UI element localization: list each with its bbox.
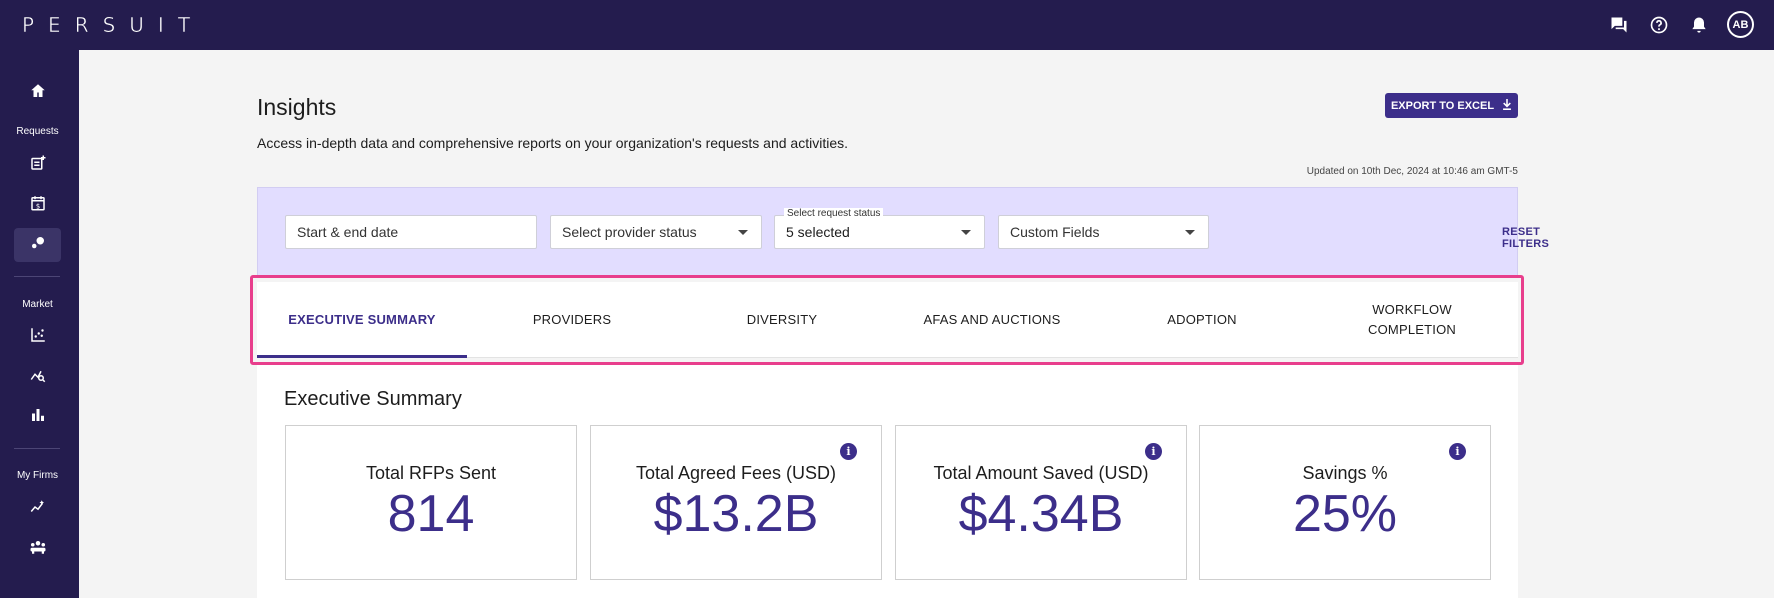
metric-label: Total Agreed Fees (USD): [635, 463, 837, 483]
top-bar-icons: AB: [1607, 11, 1754, 38]
sidebar-item-firms-trends[interactable]: [14, 492, 61, 526]
chevron-down-icon: [738, 230, 748, 235]
trend-sparkle-icon: [29, 498, 47, 521]
metric-value: $13.2B: [653, 485, 819, 543]
sidebar: Requests $ Market My Firms: [0, 50, 79, 598]
svg-text:$: $: [35, 202, 39, 210]
sidebar-section-requests: Requests: [16, 126, 59, 137]
page-description: Access in-depth data and comprehensive r…: [257, 135, 849, 151]
tab-executive-summary[interactable]: EXECUTIVE SUMMARY: [257, 282, 467, 358]
metric-value: 25%: [1292, 485, 1398, 543]
sidebar-item-new-request[interactable]: [14, 148, 61, 182]
sidebar-item-firms-group[interactable]: [14, 532, 61, 566]
custom-fields-placeholder: Custom Fields: [1010, 224, 1100, 240]
metric-label: Total Amount Saved (USD): [933, 463, 1149, 483]
request-status-label: Select request status: [784, 208, 884, 219]
firms-group-icon: [28, 538, 48, 561]
export-label: EXPORT TO EXCEL: [1390, 99, 1495, 112]
market-search-icon: [29, 366, 47, 389]
bell-icon[interactable]: [1687, 13, 1711, 37]
request-status-select[interactable]: Select request status 5 selected: [774, 208, 985, 249]
scatter-chart-icon: [29, 326, 47, 349]
date-range-field[interactable]: Start & end date: [285, 215, 537, 249]
sidebar-item-market-search[interactable]: [14, 360, 61, 394]
metric-label: Savings %: [1302, 463, 1388, 483]
insights-icon: [29, 234, 47, 257]
tab-providers[interactable]: PROVIDERS: [532, 312, 612, 327]
metric-card-savings-percent: i Savings % 25%: [1199, 425, 1491, 580]
info-icon[interactable]: i: [840, 443, 857, 460]
top-bar: PERSUIT AB: [0, 0, 1774, 50]
home-icon: [29, 82, 47, 105]
tab-diversity[interactable]: DIVERSITY: [746, 312, 818, 327]
reset-filters-button[interactable]: RESET FILTERS: [1502, 226, 1550, 250]
metric-card-total-rfps: Total RFPs Sent 814: [285, 425, 577, 580]
new-request-icon: [29, 154, 47, 177]
persuit-logo[interactable]: PERSUIT: [22, 13, 205, 38]
tab-afas-and-auctions[interactable]: AFAS AND AUCTIONS: [923, 312, 1061, 327]
chevron-down-icon: [1185, 230, 1195, 235]
custom-fields-select[interactable]: Custom Fields: [998, 215, 1209, 249]
chat-icon[interactable]: [1607, 13, 1631, 37]
tab-workflow-completion[interactable]: WORKFLOW COMPLETION: [1368, 302, 1456, 337]
info-icon[interactable]: i: [1449, 443, 1466, 460]
export-to-excel-button[interactable]: EXPORT TO EXCEL: [1385, 93, 1518, 118]
user-avatar[interactable]: AB: [1727, 11, 1754, 38]
sidebar-section-market: Market: [22, 299, 53, 310]
tabs-highlight-outline: [250, 275, 1524, 365]
provider-status-placeholder: Select provider status: [562, 224, 697, 240]
bar-chart-icon: [29, 406, 47, 429]
sidebar-section-my-firms: My Firms: [16, 470, 59, 481]
insights-tabs: EXECUTIVE SUMMARY PROVIDERS DIVERSITY AF…: [257, 282, 1518, 358]
executive-summary-title: Executive Summary: [284, 388, 462, 410]
sidebar-item-market-bars[interactable]: [14, 400, 61, 434]
sidebar-divider: [14, 448, 60, 449]
sidebar-item-fees[interactable]: $: [14, 188, 61, 222]
calendar-dollar-icon: $: [29, 194, 47, 217]
metric-value: 814: [387, 485, 475, 543]
filter-panel: Start & end date Select provider status …: [257, 187, 1549, 277]
date-range-placeholder: Start & end date: [297, 224, 399, 240]
metric-label: Total RFPs Sent: [365, 463, 497, 483]
tab-adoption[interactable]: ADOPTION: [1167, 312, 1237, 327]
help-icon[interactable]: [1647, 13, 1671, 37]
sidebar-item-home[interactable]: [14, 76, 61, 110]
sidebar-divider: [14, 276, 60, 277]
info-icon[interactable]: i: [1145, 443, 1162, 460]
metric-card-total-agreed-fees: i Total Agreed Fees (USD) $13.2B: [590, 425, 882, 580]
updated-timestamp: Updated on 10th Dec, 2024 at 10:46 am GM…: [1306, 166, 1518, 177]
download-icon: [1502, 98, 1512, 113]
page-title: Insights: [257, 94, 337, 120]
metric-card-total-amount-saved: i Total Amount Saved (USD) $4.34B: [895, 425, 1187, 580]
metric-value: $4.34B: [958, 485, 1124, 543]
request-status-value: 5 selected: [786, 224, 850, 240]
sidebar-item-insights[interactable]: [14, 228, 61, 262]
chevron-down-icon: [961, 230, 971, 235]
sidebar-item-market-scatter[interactable]: [14, 320, 61, 354]
provider-status-select[interactable]: Select provider status: [550, 215, 762, 249]
